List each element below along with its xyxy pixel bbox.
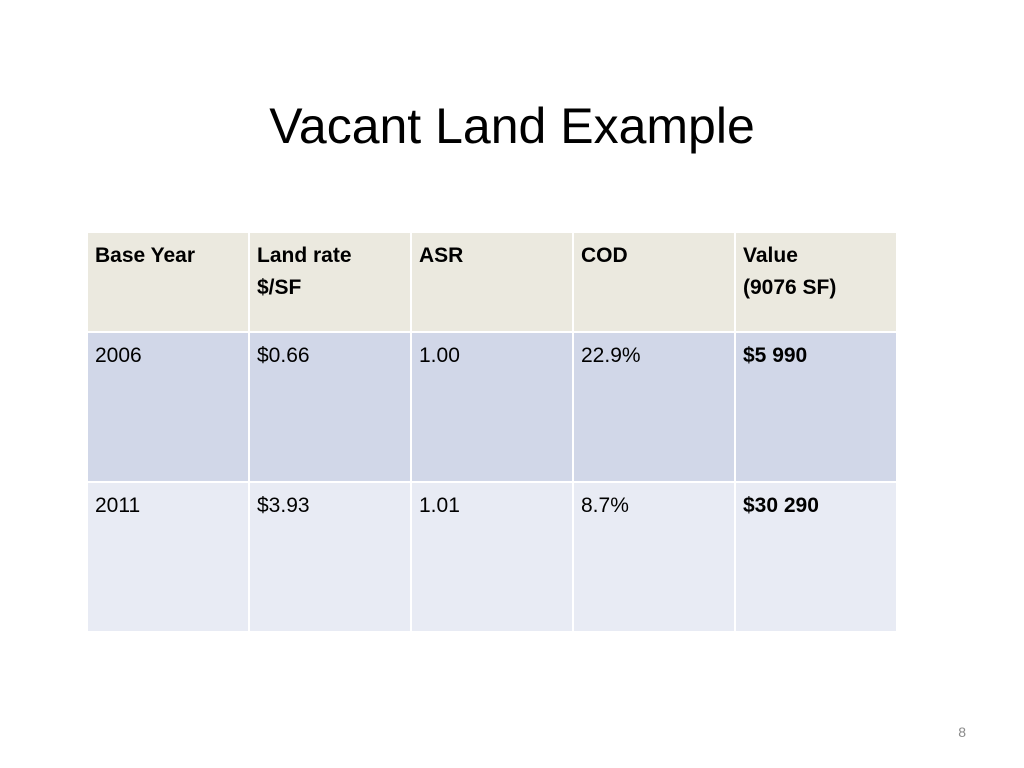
cell-value: $5 990	[734, 331, 898, 483]
header-line: COD	[581, 244, 628, 267]
header-line-unit: $/SF	[257, 276, 302, 299]
header-line-unit: (9076 SF)	[743, 276, 837, 299]
header-line: ASR	[419, 244, 464, 267]
table-body: 2006 $0.66 1.00 22.9% $5 990 2011 $3.93 …	[86, 331, 898, 633]
slide-title: Vacant Land Example	[269, 98, 755, 154]
table-row: 2006 $0.66 1.00 22.9% $5 990	[86, 331, 898, 483]
cell-asr: 1.00	[410, 331, 574, 483]
header-line: Base Year	[95, 244, 196, 267]
table-row: 2011 $3.93 1.01 8.7% $30 290	[86, 481, 898, 633]
page-number: 8	[958, 724, 966, 740]
data-table: Base Year Land rate $/SF ASR COD Value (…	[86, 231, 898, 633]
header-cod: COD	[572, 231, 736, 333]
cell-value: $30 290	[734, 481, 898, 633]
cell-cod: 22.9%	[572, 331, 736, 483]
header-line: Value	[743, 244, 798, 267]
header-row: Base Year Land rate $/SF ASR COD Value (…	[86, 231, 898, 333]
cell-land-rate: $0.66	[248, 331, 412, 483]
cell-asr: 1.01	[410, 481, 574, 633]
cell-land-rate: $3.93	[248, 481, 412, 633]
header-base-year: Base Year	[86, 231, 250, 333]
header-value: Value (9076 SF)	[734, 231, 898, 333]
cell-base-year: 2011	[86, 481, 250, 633]
header-asr: ASR	[410, 231, 574, 333]
cell-base-year: 2006	[86, 331, 250, 483]
cell-cod: 8.7%	[572, 481, 736, 633]
header-line: Land rate	[257, 244, 352, 267]
header-land-rate: Land rate $/SF	[248, 231, 412, 333]
table-header: Base Year Land rate $/SF ASR COD Value (…	[86, 231, 898, 333]
